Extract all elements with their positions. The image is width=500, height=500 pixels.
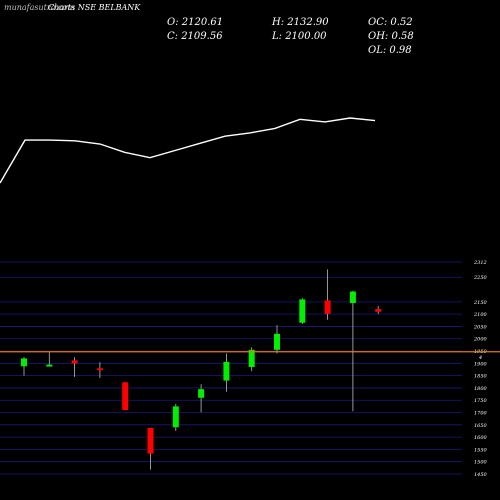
candle-body (21, 358, 27, 367)
y-tick-label: 2000 (473, 337, 488, 343)
candle-body (274, 333, 280, 350)
ohlc-high: H: 2132.90 (271, 17, 329, 28)
y-tick-label: 1500 (474, 460, 488, 466)
y-tick-label: 1750 (474, 398, 488, 404)
y-tick-label: 1600 (474, 435, 488, 441)
y-axis-partial-label: 4 (478, 355, 482, 361)
candle (299, 298, 306, 324)
overlay-line-path (0, 117, 376, 184)
candle-body (122, 382, 129, 411)
candle-body (46, 364, 53, 367)
y-axis-ticks: 2312225021502100205020001950190018501800… (473, 260, 488, 478)
ohlc-low: L: 2100.00 (271, 31, 327, 42)
y-tick-label: 1700 (474, 411, 488, 417)
candle-body (248, 349, 255, 368)
candle (223, 353, 230, 392)
candle (71, 357, 78, 377)
candle-body (223, 361, 230, 381)
candle-body (71, 360, 78, 364)
candle-body (147, 428, 154, 454)
candle (349, 290, 356, 412)
ohlc-open: O: 2120.61 (167, 17, 223, 28)
y-tick-label: 1800 (474, 386, 488, 392)
candle-body (349, 291, 356, 304)
ohlc-close: C: 2109.56 (167, 31, 223, 42)
candle (96, 362, 103, 379)
candle-body (375, 309, 382, 312)
candle-body (299, 299, 306, 323)
candle (172, 403, 179, 431)
candle-body (198, 389, 205, 398)
ohlc-ol: OL: 0.98 (368, 45, 412, 56)
ohlc-oh: OH: 0.58 (368, 31, 414, 42)
candle (21, 357, 27, 376)
y-tick-label: 2050 (473, 324, 488, 330)
chart-title: Charts NSE BELBANK (48, 3, 141, 12)
y-tick-label: 1650 (474, 423, 488, 429)
y-tick-label: 2100 (473, 312, 488, 318)
y-tick-label: 2312 (473, 260, 487, 266)
candle (122, 382, 129, 411)
candle-body (96, 368, 103, 371)
y-tick-label: 1450 (474, 472, 488, 478)
y-tick-label: 1850 (474, 374, 488, 380)
candle (46, 352, 53, 367)
ohlc-oc: OC: 0.52 (368, 17, 413, 28)
y-tick-label: 1550 (474, 447, 488, 453)
candle (375, 306, 382, 315)
overlay-line (0, 117, 376, 184)
candle (248, 347, 255, 372)
price-grid (0, 261, 462, 475)
candle (274, 325, 280, 354)
y-tick-label: 2150 (473, 300, 488, 306)
candles (21, 269, 382, 470)
candle (198, 384, 205, 413)
candle (324, 269, 331, 320)
y-tick-label: 1900 (474, 361, 488, 367)
watermark-text: munafasutra.com (4, 3, 75, 12)
candle-body (324, 300, 331, 314)
candle-body (172, 406, 179, 428)
candle (147, 428, 154, 470)
y-tick-label: 2250 (473, 275, 488, 281)
ohlc-readout: O: 2120.61 H: 2132.90 OC: 0.52 C: 2109.5… (167, 17, 414, 56)
